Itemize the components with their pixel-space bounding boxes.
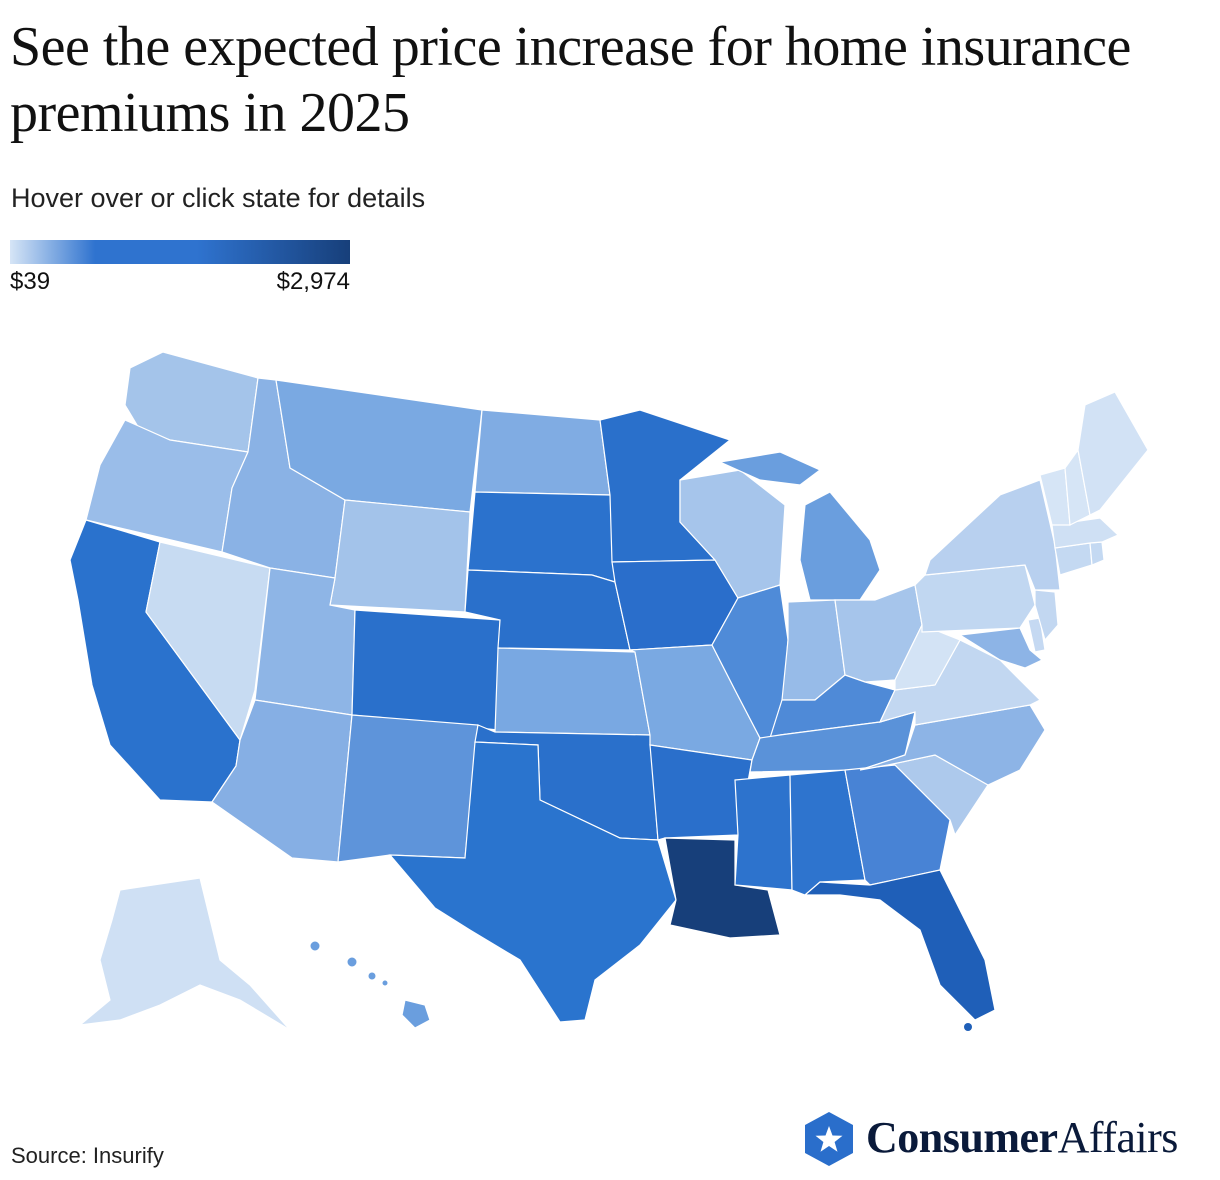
state-texas[interactable]: Texas	[388, 741, 677, 1023]
legend-max-label: $2,974	[276, 268, 350, 295]
map-instructions: Hover over or click state for details	[11, 183, 426, 213]
state-rhode-island[interactable]: Rhode Island	[1089, 541, 1105, 566]
state-north-carolina[interactable]: North Carolina	[859, 704, 1046, 786]
state-hawaii-island[interactable]	[381, 979, 389, 987]
state-hawaii-island[interactable]	[346, 956, 358, 968]
state-north-dakota[interactable]: North Dakota	[474, 409, 611, 496]
state-hawaii-island[interactable]	[309, 940, 321, 952]
state-colorado[interactable]: Colorado	[351, 609, 501, 731]
state-new-york[interactable]: New York	[924, 479, 1061, 591]
us-choropleth-map: Washington Oregon California Nevada Idah…	[69, 351, 1149, 1031]
logo-brand-bold: Consumer	[866, 1113, 1058, 1162]
color-legend: $39 $2,974	[10, 240, 350, 300]
state-michigan[interactable]: Michigan	[717, 451, 822, 486]
state-florida[interactable]: Florida	[803, 869, 996, 1021]
logo-brand-regular: Affairs	[1057, 1113, 1179, 1162]
state-hawaii[interactable]: Hawaii	[401, 999, 431, 1029]
state-pennsylvania[interactable]: Pennsylvania	[914, 564, 1036, 633]
consumer-affairs-logo: ConsumerAffairs	[802, 1110, 1212, 1168]
state-south-dakota[interactable]: South Dakota	[467, 491, 616, 583]
state-new-jersey[interactable]: New Jersey	[1034, 589, 1059, 642]
state-michigan[interactable]: Michigan	[799, 491, 881, 601]
state-nebraska[interactable]: Nebraska	[464, 569, 631, 651]
legend-gradient-bar	[10, 240, 350, 264]
source-note: Source: Insurify	[11, 1143, 164, 1168]
logo-wordmark: ConsumerAffairs	[866, 1112, 1178, 1164]
state-maryland[interactable]: Maryland	[958, 627, 1044, 669]
state-alaska[interactable]: Alaska	[78, 877, 291, 1031]
state-wyoming[interactable]: Wyoming	[329, 499, 471, 613]
state-new-mexico[interactable]: New Mexico	[337, 714, 479, 863]
state-hawaii-island[interactable]	[367, 971, 377, 981]
page-title: See the expected price increase for home…	[10, 16, 1131, 144]
state-nevada[interactable]: Nevada	[145, 541, 271, 742]
state-mississippi[interactable]: Mississippi	[734, 774, 793, 891]
state-maine[interactable]: Maine	[1077, 391, 1149, 516]
state-louisiana[interactable]: Louisiana	[664, 837, 781, 939]
star-icon	[805, 1112, 853, 1166]
state-florida-keys[interactable]	[964, 1023, 972, 1031]
state-arkansas[interactable]: Arkansas	[649, 744, 753, 841]
legend-min-label: $39	[10, 268, 51, 295]
state-kansas[interactable]: Kansas	[494, 647, 651, 736]
